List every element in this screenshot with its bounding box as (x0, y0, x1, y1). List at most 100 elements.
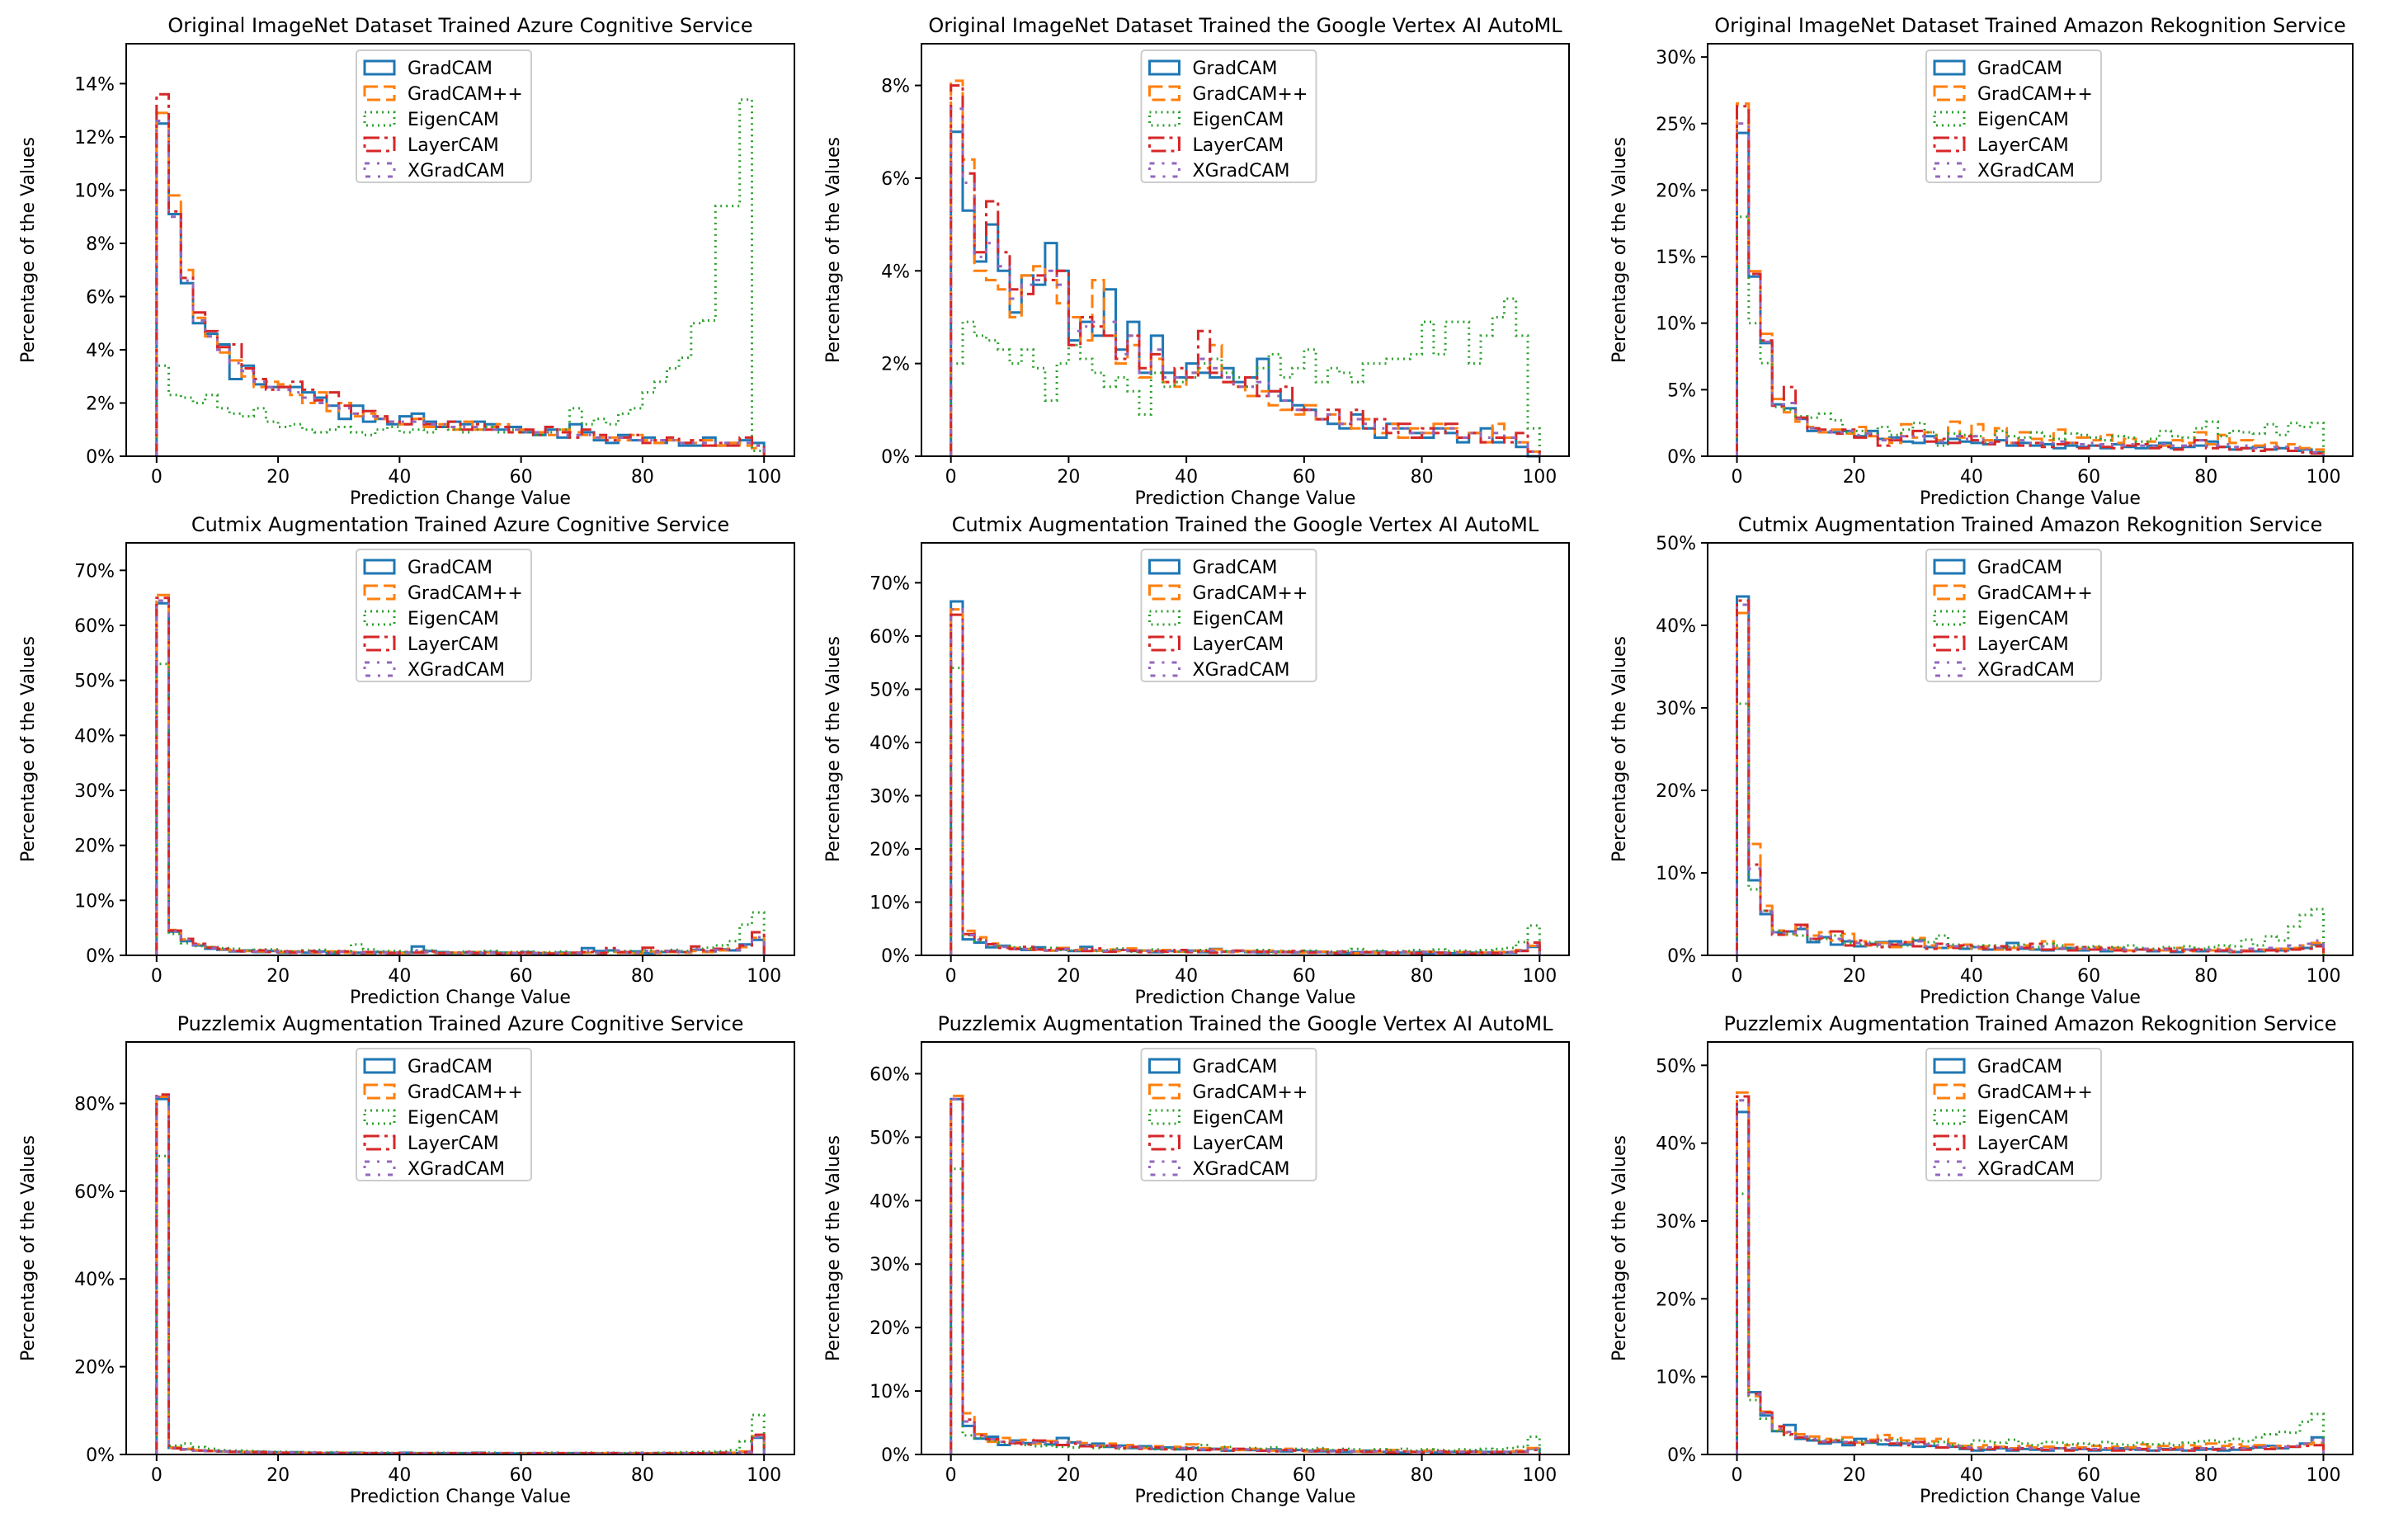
y-tick-label: 4% (881, 262, 910, 282)
y-tick-label: 0% (1667, 1445, 1696, 1466)
legend-swatch-eigencam (1933, 610, 1966, 626)
x-tick-label: 20 (266, 966, 290, 987)
legend-label-gradcamplusplus: GradCAM++ (1977, 583, 2093, 604)
y-tick-label: 50% (869, 1128, 910, 1148)
y-tick-label: 30% (869, 786, 910, 807)
y-tick-label: 20% (1656, 1289, 1696, 1310)
y-tick-label: 40% (74, 726, 115, 747)
legend-label-xgradcam: XGradCAM (1977, 161, 2075, 182)
x-tick-label: 20 (1057, 1465, 1080, 1486)
legend-label-gradcam: GradCAM (1977, 59, 2062, 79)
y-tick-label: 25% (1656, 115, 1696, 135)
legend-label-xgradcam: XGradCAM (1193, 1159, 1290, 1180)
legend-label-eigencam: EigenCAM (1193, 1108, 1284, 1129)
series-xgradcam (950, 1097, 1541, 1454)
legend-swatch-layercam (363, 1134, 396, 1151)
y-tick-label: 60% (74, 1182, 115, 1203)
y-tick-label: 5% (1667, 380, 1696, 401)
x-tick-label: 80 (1411, 966, 1434, 987)
x-axis-label: Prediction Change Value (350, 1487, 571, 1507)
y-tick-label: 0% (881, 946, 910, 967)
legend-swatch-gradcam (363, 1058, 396, 1074)
y-tick-label: 40% (1656, 616, 1696, 637)
x-axis-label: Prediction Change Value (1135, 988, 1356, 1008)
plot-frame (921, 542, 1570, 956)
x-tick-label: 20 (1843, 467, 1866, 488)
legend-label-layercam: LayerCAM (1193, 634, 1284, 655)
plot-frame (1707, 43, 2354, 457)
y-tick-label: 8% (86, 234, 115, 255)
legend: GradCAM GradCAM++ EigenCAM LayerCAM XGradCAM (1140, 50, 1317, 183)
legend-label-gradcamplusplus: GradCAM++ (1977, 1082, 2093, 1103)
x-axis-label: Prediction Change Value (1135, 1487, 1356, 1507)
y-axis-label: Percentage of the Values (1609, 1135, 1630, 1361)
legend-swatch-eigencam (363, 1109, 396, 1125)
y-tick-label: 6% (881, 169, 910, 190)
x-tick-label: 60 (510, 467, 533, 488)
legend-swatch-gradcamplusplus (1933, 85, 1966, 101)
y-tick-label: 10% (1656, 864, 1696, 884)
series-xgradcam (950, 107, 1541, 456)
series-eigencam (155, 98, 766, 456)
legend-label-gradcamplusplus: GradCAM++ (1193, 583, 1308, 604)
y-axis-label: Percentage of the Values (823, 1135, 844, 1361)
chart-panel-6: Cutmix Augmentation Trained Amazon Rekog… (1609, 513, 2354, 1008)
x-tick-label: 60 (2077, 1465, 2100, 1486)
legend-swatch-gradcamplusplus (1933, 584, 1966, 601)
chart-title: Cutmix Augmentation Trained Amazon Rekog… (1738, 513, 2323, 536)
legend-label-gradcam: GradCAM (1977, 1057, 2062, 1077)
x-axis-label: Prediction Change Value (350, 988, 571, 1008)
x-tick-label: 60 (1293, 966, 1316, 987)
series-eigencam (950, 667, 1541, 955)
legend: GradCAM GradCAM++ EigenCAM LayerCAM XGradCAM (356, 549, 532, 682)
y-tick-label: 0% (1667, 447, 1696, 468)
y-tick-label: 4% (86, 341, 115, 361)
legend-label-eigencam: EigenCAM (408, 609, 499, 629)
chart-panel-9: Puzzlemix Augmentation Trained Amazon Re… (1609, 1012, 2354, 1507)
y-tick-label: 50% (1656, 1056, 1696, 1077)
y-tick-label: 2% (86, 394, 115, 414)
legend-swatch-gradcamplusplus (1933, 1083, 1966, 1100)
y-tick-label: 20% (74, 1358, 115, 1379)
x-tick-label: 60 (1293, 467, 1316, 488)
y-tick-label: 0% (86, 1445, 115, 1466)
y-tick-label: 10% (869, 893, 910, 913)
legend-swatch-xgradcam (1148, 1160, 1180, 1176)
y-axis-label: Percentage of the Values (18, 1135, 39, 1361)
series-eigencam (155, 1154, 766, 1454)
legend-swatch-layercam (363, 136, 396, 153)
legend-swatch-eigencam (1148, 1109, 1180, 1125)
series-layercam (1736, 599, 2325, 955)
legend-swatch-gradcamplusplus (363, 85, 396, 101)
series-layercam (950, 1097, 1541, 1454)
legend-label-eigencam: EigenCAM (408, 110, 499, 130)
legend-box (1925, 1048, 2102, 1181)
legend-label-layercam: LayerCAM (1977, 135, 2069, 156)
legend-swatch-eigencam (1933, 111, 1966, 127)
series-eigencam (155, 662, 766, 955)
legend-swatch-gradcam (1148, 559, 1180, 575)
legend-label-gradcamplusplus: GradCAM++ (408, 84, 523, 105)
chart-title: Original ImageNet Dataset Trained Azure … (167, 14, 752, 37)
legend-swatch-gradcam (1933, 559, 1966, 575)
y-tick-label: 60% (74, 616, 115, 637)
x-tick-label: 0 (151, 966, 163, 987)
legend-swatch-eigencam (363, 111, 396, 127)
series-eigencam (1736, 1192, 2325, 1454)
x-tick-label: 40 (388, 966, 411, 987)
chart-title: Puzzlemix Augmentation Trained the Googl… (938, 1012, 1554, 1035)
y-tick-label: 0% (881, 447, 910, 468)
x-tick-label: 20 (1057, 966, 1080, 987)
legend-swatch-eigencam (363, 610, 396, 626)
x-tick-label: 0 (151, 1465, 163, 1486)
legend-label-layercam: LayerCAM (408, 1134, 499, 1154)
legend-swatch-xgradcam (1148, 162, 1180, 178)
y-tick-label: 2% (881, 355, 910, 375)
y-tick-label: 8% (881, 77, 910, 97)
x-tick-label: 80 (1411, 467, 1434, 488)
series-xgradcam (950, 608, 1541, 955)
x-axis-label: Prediction Change Value (1920, 1487, 2141, 1507)
series-layercam (950, 84, 1541, 456)
chart-panel-1: Original ImageNet Dataset Trained Azure … (18, 14, 795, 509)
legend-label-gradcamplusplus: GradCAM++ (1193, 1082, 1308, 1103)
